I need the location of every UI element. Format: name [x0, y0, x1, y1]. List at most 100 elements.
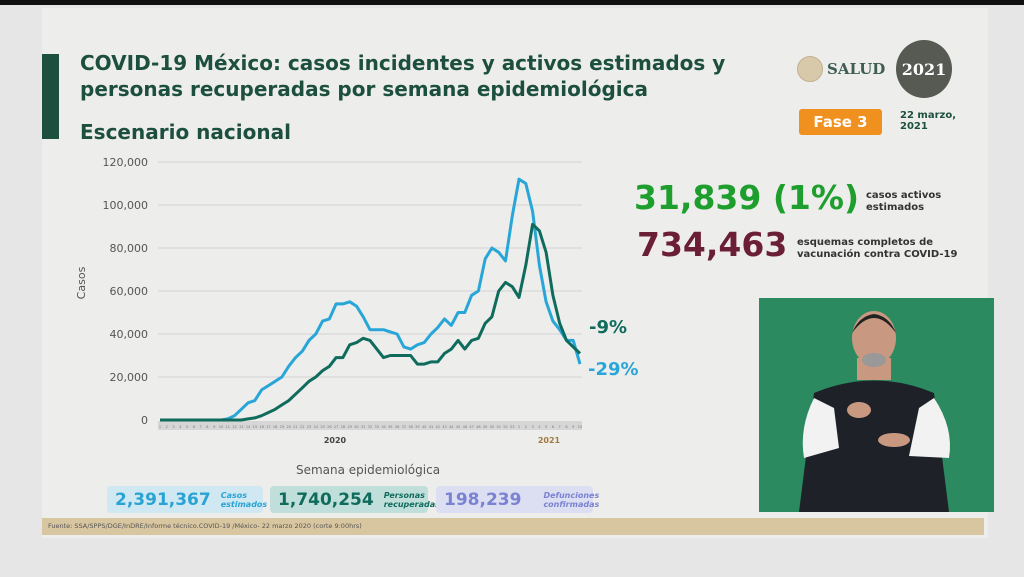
interpreter-figure	[799, 311, 950, 512]
x-tick-label: 21	[293, 425, 297, 429]
x-tick-label: 4	[538, 425, 541, 429]
active-label-line-2: estimados	[866, 202, 925, 213]
x-tick-label: 12	[232, 425, 236, 429]
year-label-2020: 2020	[324, 436, 347, 445]
vaccination-value: 734,463	[637, 225, 788, 264]
x-tick-label: 17	[266, 425, 270, 429]
summary-value: 2,391,367	[115, 489, 211, 510]
report-date: 22 marzo, 2021	[900, 110, 956, 132]
x-tick-label: 13	[239, 425, 243, 429]
x-tick-label: 3	[531, 425, 533, 429]
x-tick-label: 2	[166, 425, 168, 429]
x-tick-label: 45	[456, 425, 460, 429]
salud-logo: SALUD	[797, 56, 885, 82]
x-tick-label: 2	[525, 425, 527, 429]
x-tick-label: 29	[347, 425, 351, 429]
summary-label: Casos estimados	[221, 491, 267, 509]
x-tick-label: 30	[354, 425, 358, 429]
vaccination-label-line-2: vacunación contra COVID-19	[797, 249, 958, 260]
x-tick-label: 43	[442, 425, 446, 429]
x-tick-label: 5	[186, 425, 188, 429]
x-tick-label: 20	[286, 425, 290, 429]
mexico-2021-logo: 2021	[896, 40, 952, 98]
x-tick-label: 10	[578, 425, 582, 429]
x-tick-label: 5	[545, 425, 547, 429]
source-footer: Fuente: SSA/SPPS/DGE/InDRE/Informe técni…	[42, 518, 984, 535]
vaccination-label: esquemas completos de vacunación contra …	[797, 237, 957, 261]
x-tick-label: 24	[314, 425, 319, 429]
x-tick-label: 4	[179, 425, 182, 429]
x-tick-label: 1	[518, 425, 520, 429]
x-tick-label: 1	[159, 425, 161, 429]
y-tick-label: 60,000	[110, 285, 149, 298]
x-tick-label: 6	[193, 425, 195, 429]
date-line-1: 22 marzo,	[900, 110, 956, 121]
window-top-bar	[0, 0, 1024, 5]
active-cases-label: casos activos estimados	[866, 190, 941, 214]
x-tick-label: 52	[503, 425, 507, 429]
light-series-end-label: -29%	[588, 359, 639, 380]
x-tick-label: 35	[388, 425, 392, 429]
page-title: COVID-19 México: casos incidentes y acti…	[80, 50, 725, 102]
salud-logo-text: SALUD	[827, 60, 886, 78]
x-tick-label: 48	[476, 425, 480, 429]
y-tick-label: 80,000	[110, 242, 149, 255]
x-tick-label: 11	[226, 425, 230, 429]
date-line-2: 2021	[900, 121, 928, 132]
x-tick-label: 50	[490, 425, 494, 429]
seal-icon	[797, 56, 823, 82]
sign-language-interpreter-video	[759, 298, 994, 512]
x-tick-label: 40	[422, 425, 426, 429]
x-tick-label: 27	[334, 425, 338, 429]
y-tick-label: 0	[141, 414, 148, 427]
x-tick-label: 49	[483, 425, 487, 429]
x-tick-label: 53	[510, 425, 514, 429]
summary-value: 198,239	[444, 489, 522, 510]
summary-recovered: 1,740,254 Personas recuperadas	[270, 486, 440, 513]
year-label-2021: 2021	[538, 436, 561, 445]
x-tick-label: 14	[246, 425, 251, 429]
x-tick-label: 41	[429, 425, 433, 429]
active-cases-value: 31,839 (1%)	[634, 178, 860, 217]
summary-label: Defunciones confirmadas	[543, 491, 599, 509]
summary-deaths: 198,239 Defunciones confirmadas	[436, 486, 599, 513]
x-tick-label: 16	[259, 425, 263, 429]
x-tick-label: 39	[415, 425, 419, 429]
x-tick-label: 51	[496, 425, 500, 429]
title-line-2: personas recuperadas por semana epidemio…	[80, 77, 648, 101]
y-tick-label: 40,000	[110, 328, 149, 341]
vaccination-label-line-1: esquemas completos de	[797, 237, 934, 248]
x-tick-label: 9	[213, 425, 215, 429]
x-tick-label: 31	[361, 425, 365, 429]
x-axis-band	[158, 421, 582, 430]
x-tick-label: 6	[552, 425, 554, 429]
x-tick-label: 28	[341, 425, 345, 429]
x-tick-label: 46	[463, 425, 467, 429]
x-tick-label: 23	[307, 425, 311, 429]
x-tick-label: 47	[469, 425, 473, 429]
y-tick-label: 100,000	[103, 199, 149, 212]
x-tick-label: 8	[565, 425, 567, 429]
summary-label-line-2: confirmadas	[543, 499, 600, 509]
summary-label-line-1: Personas	[383, 490, 425, 500]
y-tick-label: 20,000	[110, 371, 149, 384]
x-tick-label: 19	[280, 425, 284, 429]
x-tick-label: 7	[200, 425, 202, 429]
x-tick-label: 7	[559, 425, 561, 429]
summary-label-line-2: recuperadas	[383, 499, 440, 509]
x-tick-label: 34	[381, 425, 386, 429]
x-tick-label: 33	[375, 425, 379, 429]
series-line-0	[160, 177, 582, 422]
x-tick-label: 36	[395, 425, 399, 429]
x-tick-label: 38	[408, 425, 412, 429]
x-tick-label: 22	[300, 425, 304, 429]
summary-label-line-1: Casos	[220, 490, 248, 500]
x-tick-label: 10	[219, 425, 223, 429]
x-tick-label: 18	[273, 425, 277, 429]
y-axis-label: Casos	[75, 266, 88, 299]
series-line-1	[160, 222, 582, 422]
x-tick-label: 37	[402, 425, 406, 429]
x-tick-label: 42	[436, 425, 440, 429]
summary-label-line-2: estimados	[220, 499, 268, 509]
